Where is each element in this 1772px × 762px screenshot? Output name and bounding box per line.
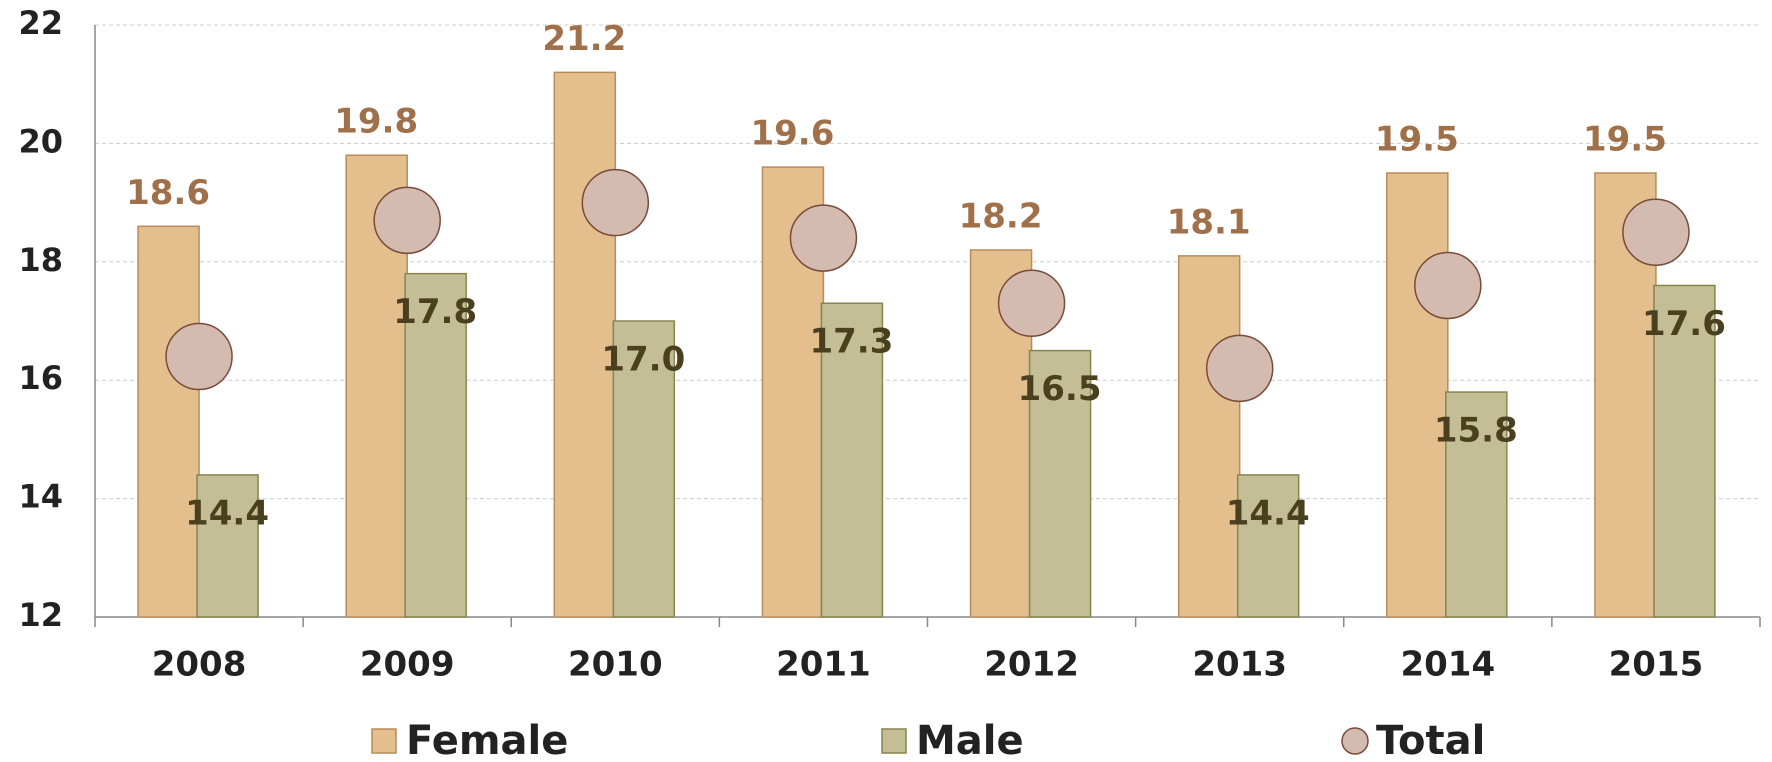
x-tick-label: 2013 <box>1192 645 1287 685</box>
bar <box>137 225 200 618</box>
y-tick-label: 22 <box>18 4 63 42</box>
bar <box>196 474 259 618</box>
y-tick-label: 20 <box>18 122 63 160</box>
x-tick-label: 2012 <box>984 645 1079 685</box>
total-marker <box>1205 334 1274 403</box>
y-tick-label: 18 <box>18 241 63 279</box>
data-label: 17.3 <box>809 322 893 362</box>
legend-label: Total <box>1376 718 1485 762</box>
x-tick-label: 2011 <box>776 645 871 685</box>
x-tick-label: 2014 <box>1400 645 1495 685</box>
bar <box>1653 284 1716 618</box>
legend-label: Male <box>916 718 1024 762</box>
x-tick-label: 2009 <box>360 645 455 685</box>
bar <box>820 302 884 618</box>
x-tick-label: 2015 <box>1609 645 1704 685</box>
data-label: 19.5 <box>1583 120 1667 160</box>
data-label: 19.8 <box>334 102 418 142</box>
data-label: 18.2 <box>959 196 1043 236</box>
y-tick-label: 12 <box>18 596 63 634</box>
legend-swatch <box>1341 727 1369 755</box>
y-tick-label: 14 <box>18 478 63 516</box>
total-marker <box>165 322 233 391</box>
bar <box>1386 172 1449 618</box>
data-label: 18.6 <box>126 173 210 213</box>
bar <box>1236 474 1300 618</box>
bar <box>612 320 676 618</box>
data-label: 18.1 <box>1167 202 1251 242</box>
data-label: 15.8 <box>1434 411 1518 451</box>
legend-label: Female <box>406 718 568 762</box>
x-tick-label: 2008 <box>152 645 247 685</box>
bar <box>1177 255 1241 618</box>
total-marker <box>373 186 441 255</box>
data-label: 16.5 <box>1018 369 1102 409</box>
bar <box>1028 349 1092 618</box>
data-label: 17.8 <box>393 292 477 332</box>
total-marker <box>1622 198 1690 266</box>
data-label: 14.4 <box>185 493 269 533</box>
bar <box>1445 391 1508 618</box>
data-label: 21.2 <box>542 19 626 59</box>
y-tick-label: 16 <box>18 359 63 397</box>
bar <box>404 272 467 618</box>
total-marker <box>789 204 858 272</box>
legend-swatch <box>881 728 907 754</box>
x-tick-label: 2010 <box>568 645 663 685</box>
data-label: 17.0 <box>601 340 685 380</box>
data-label: 14.4 <box>1226 493 1310 533</box>
data-label: 19.6 <box>750 114 834 154</box>
total-marker <box>581 168 650 237</box>
total-marker <box>1414 251 1482 320</box>
total-marker <box>997 269 1066 337</box>
data-label: 19.5 <box>1375 120 1459 160</box>
data-label: 17.6 <box>1642 304 1726 344</box>
bar <box>553 71 617 618</box>
legend-swatch <box>371 728 397 754</box>
